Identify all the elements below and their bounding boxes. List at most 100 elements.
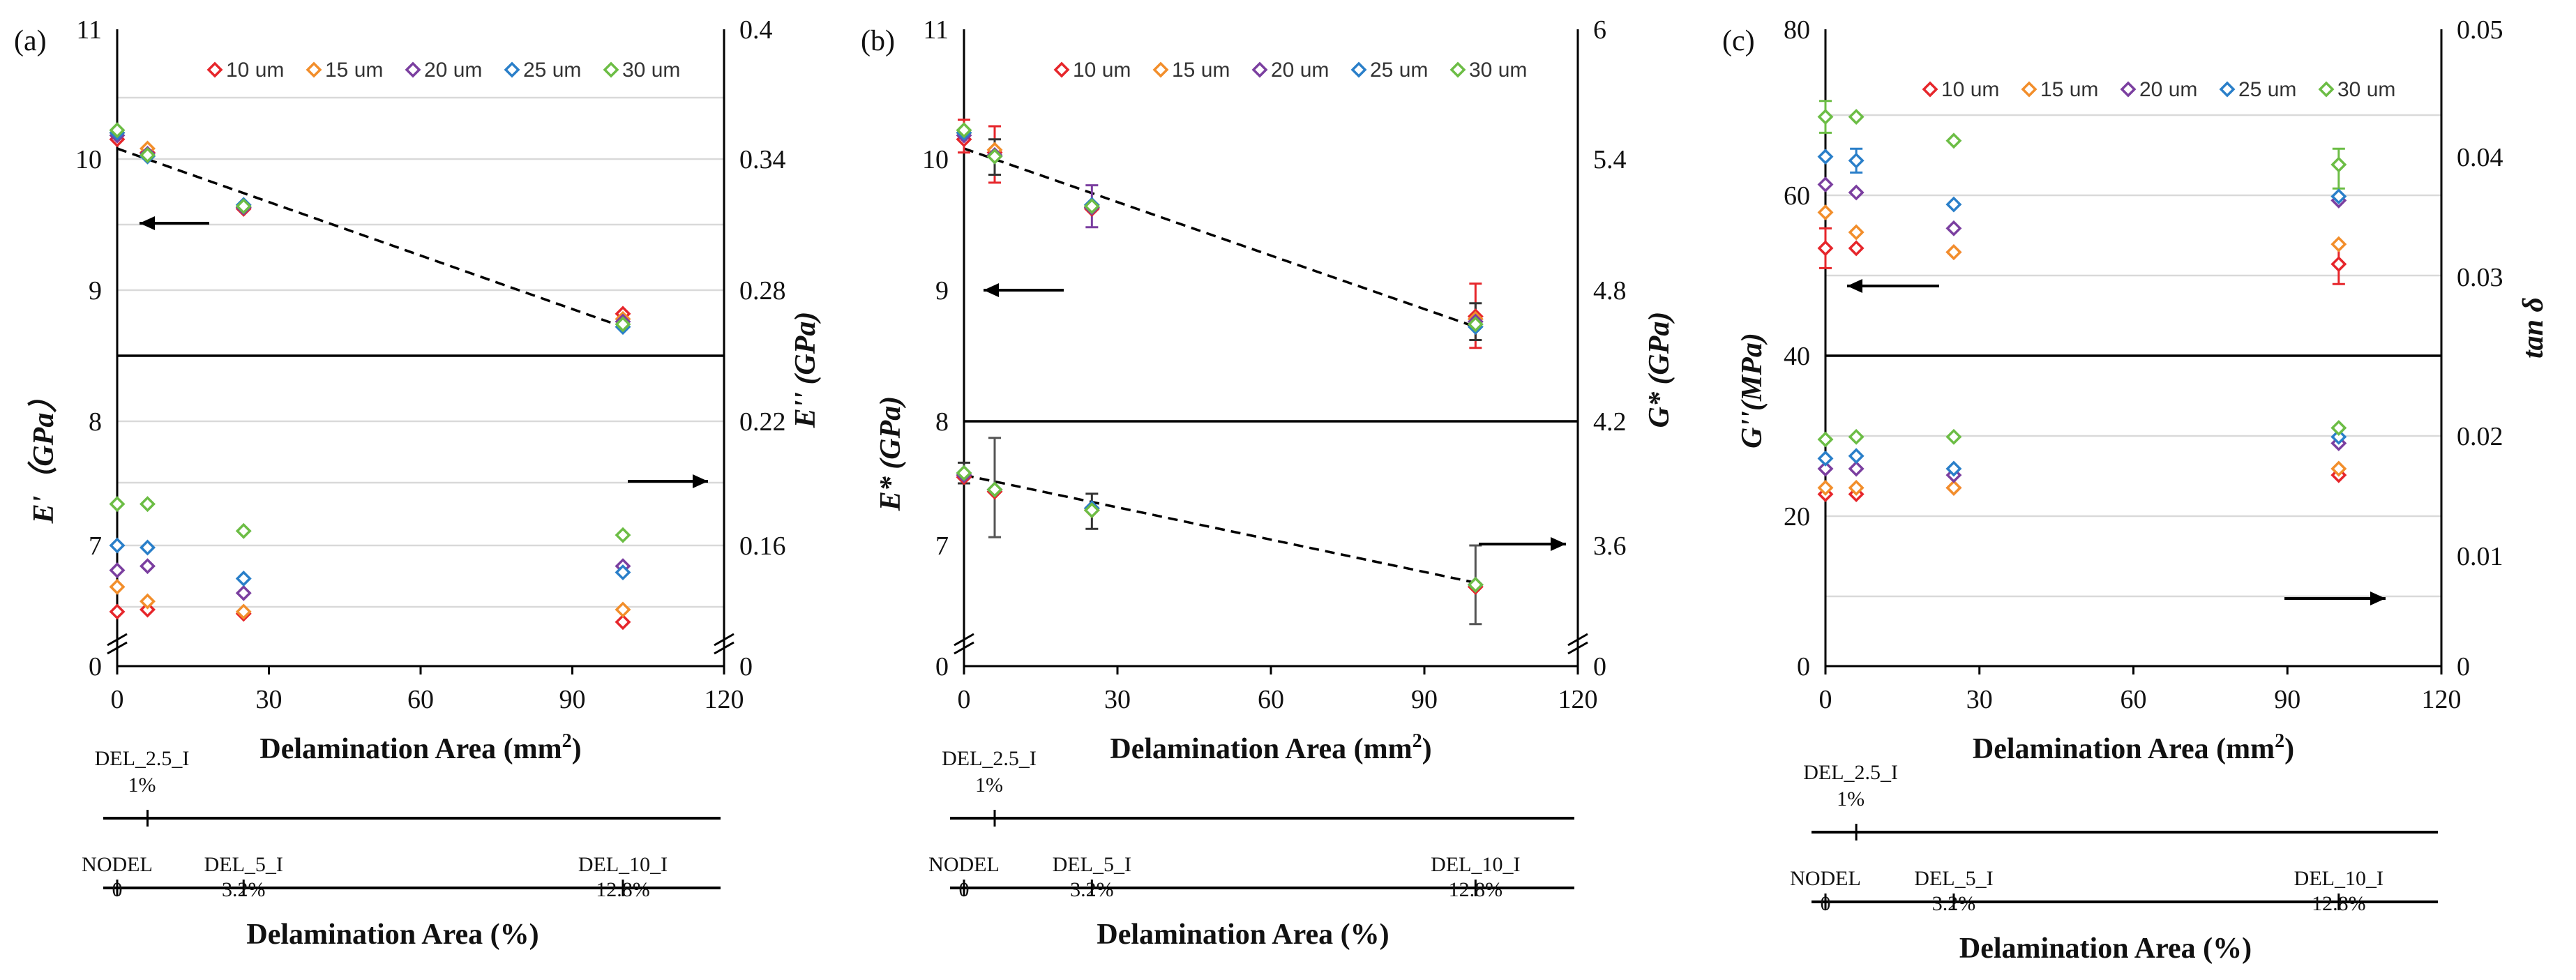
category-pct: 0: [112, 878, 123, 901]
y-left-tick-label: 8: [89, 407, 102, 437]
data-point-upper: [2330, 156, 2347, 173]
legend-marker: [504, 61, 520, 78]
x-tick-label: 120: [1558, 685, 1598, 714]
legend-label: 25 um: [1370, 59, 1428, 82]
legend-label: 20 um: [1271, 59, 1329, 82]
data-point-lower: [956, 465, 972, 481]
trend-line-lower: [963, 474, 1476, 585]
y-right-tick-label: 0.05: [2457, 15, 2503, 45]
axis-break-left: [107, 633, 128, 647]
category-pct: 0: [1821, 892, 1831, 915]
legend-label: 20 um: [424, 59, 482, 82]
data-point-upper: [1083, 198, 1100, 215]
data-point-lower: [109, 603, 126, 620]
y-right-tick-label: 0.22: [739, 407, 786, 437]
data-point-upper: [1817, 176, 1834, 193]
data-point-upper: [1945, 196, 1962, 213]
data-point-upper: [235, 198, 252, 215]
axis-break-right-2: [1567, 641, 1588, 655]
x-tick-label: 120: [705, 685, 744, 714]
y-right-tick-label: 0.34: [739, 145, 786, 174]
data-point-upper: [1945, 244, 1962, 261]
y-right-tick-label: 0: [739, 652, 753, 681]
data-point-lower: [235, 522, 252, 539]
legend-marker: [603, 61, 619, 78]
data-point-lower: [140, 601, 156, 618]
y-left-tick-label: 0: [935, 652, 949, 681]
y-left-tick-label: 9: [89, 276, 102, 306]
category-pct: 1%: [975, 774, 1003, 797]
x-tick-label: 30: [1966, 685, 1993, 714]
category-axis-title: Delamination Area (%): [1959, 933, 2252, 965]
y-axis-title-right: tan δ: [2517, 297, 2549, 359]
data-point-lower: [2330, 420, 2347, 437]
data-point-upper: [956, 122, 972, 139]
category-axis-title: Delamination Area (%): [246, 919, 538, 951]
x-axis-title-main: Delamination Area (mm: [1973, 733, 2275, 765]
legend-marker: [2219, 81, 2236, 98]
panel-label: (a): [14, 25, 47, 57]
y-right-tick-label: 0.28: [739, 276, 786, 306]
data-point-upper: [1945, 133, 1962, 149]
legend-marker: [1449, 61, 1466, 78]
category-pct: 12.8%: [2312, 892, 2366, 915]
legend-marker: [1053, 61, 1070, 78]
data-point-lower: [1945, 460, 1962, 477]
arrow-left-axis-head: [140, 216, 155, 230]
y-right-tick-label: 0.01: [2457, 542, 2503, 571]
x-axis-title-close: ): [572, 733, 582, 765]
legend-label: 10 um: [1941, 78, 1999, 101]
legend-label: 20 um: [2139, 78, 2197, 101]
x-tick-label: 60: [407, 685, 434, 714]
data-point-lower: [1083, 502, 1100, 519]
x-axis-title-main: Delamination Area (mm: [1110, 733, 1412, 765]
legend-marker: [1251, 61, 1268, 78]
legend-marker: [1922, 81, 1938, 98]
data-point-lower: [1817, 479, 1834, 496]
y-left-tick-label: 0: [1797, 652, 1810, 681]
data-point-lower: [2330, 460, 2347, 477]
data-point-upper: [1848, 152, 1865, 169]
legend-label: 15 um: [325, 59, 383, 82]
data-point-lower: [140, 496, 156, 513]
y-left-tick-label: 7: [935, 532, 949, 561]
y-right-tick-label: 0: [2457, 652, 2470, 681]
y-right-tick-label: 0.04: [2457, 143, 2503, 172]
data-point-lower: [1848, 479, 1865, 496]
data-point-lower: [1848, 448, 1865, 465]
data-point-lower: [1848, 428, 1865, 445]
legend-label: 10 um: [226, 59, 284, 82]
legend-marker: [1350, 61, 1367, 78]
data-point-lower: [140, 593, 156, 610]
data-point-upper: [1817, 204, 1834, 220]
data-point-lower: [1817, 450, 1834, 467]
category-pct: 0: [959, 878, 970, 901]
y-left-tick-label: 11: [76, 15, 102, 45]
category-pct: 1%: [128, 774, 156, 797]
y-axis-title-right: G* (GPa): [1643, 312, 1675, 428]
data-point-lower: [1467, 576, 1484, 593]
category-pct: 1%: [1837, 787, 1865, 811]
y-left-tick-label: 11: [923, 15, 949, 45]
data-point-upper: [1817, 240, 1834, 257]
legend-marker: [2021, 81, 2038, 98]
legend-label: 25 um: [2238, 78, 2296, 101]
y-right-tick-label: 0.02: [2457, 422, 2503, 451]
legend-label: 25 um: [523, 59, 581, 82]
x-axis-title-sup: 2: [562, 730, 572, 752]
legend-label: 10 um: [1073, 59, 1131, 82]
category-label: DEL_10_I: [1431, 853, 1520, 876]
x-axis-title: Delamination Area (mm2): [1973, 730, 2294, 765]
legend-marker: [2318, 81, 2335, 98]
data-point-upper: [2330, 236, 2347, 252]
data-point-upper: [1848, 240, 1865, 257]
data-point-lower: [615, 614, 631, 631]
data-point-upper: [1848, 224, 1865, 241]
x-tick-label: 0: [1819, 685, 1832, 714]
arrow-right-axis-head: [693, 474, 708, 488]
legend-marker: [306, 61, 322, 78]
x-tick-label: 0: [958, 685, 971, 714]
data-point-lower: [1945, 428, 1962, 445]
x-axis-title-sup: 2: [2275, 730, 2284, 752]
legend-label: 30 um: [622, 59, 680, 82]
